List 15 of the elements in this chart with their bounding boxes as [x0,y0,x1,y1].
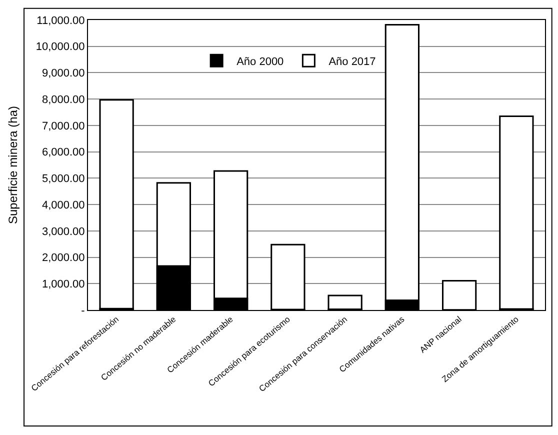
y-tick-label: 7,000.00 [42,120,85,132]
y-tick-label: 8,000.00 [42,94,85,106]
y-tick-label: 10,000.00 [36,41,85,54]
y-tick-label: 4,000.00 [42,199,85,212]
legend-label: Año 2017 [328,56,376,68]
y-axis-title: Superficie minera (ha) [6,106,20,224]
y-tick-label: - [81,304,86,317]
y-tick-label: 5,000.00 [42,173,85,186]
y-tick-label: 3,000.00 [42,226,85,238]
y-tick-label: 9,000.00 [42,68,85,80]
y-tick-label: 2,000.00 [42,252,85,264]
y-tick-label: 1,000.00 [42,278,85,290]
y-tick-label: 6,000.00 [42,146,85,159]
y-tick-label: 11,000.00 [36,14,85,27]
legend-label: Año 2000 [236,56,284,68]
